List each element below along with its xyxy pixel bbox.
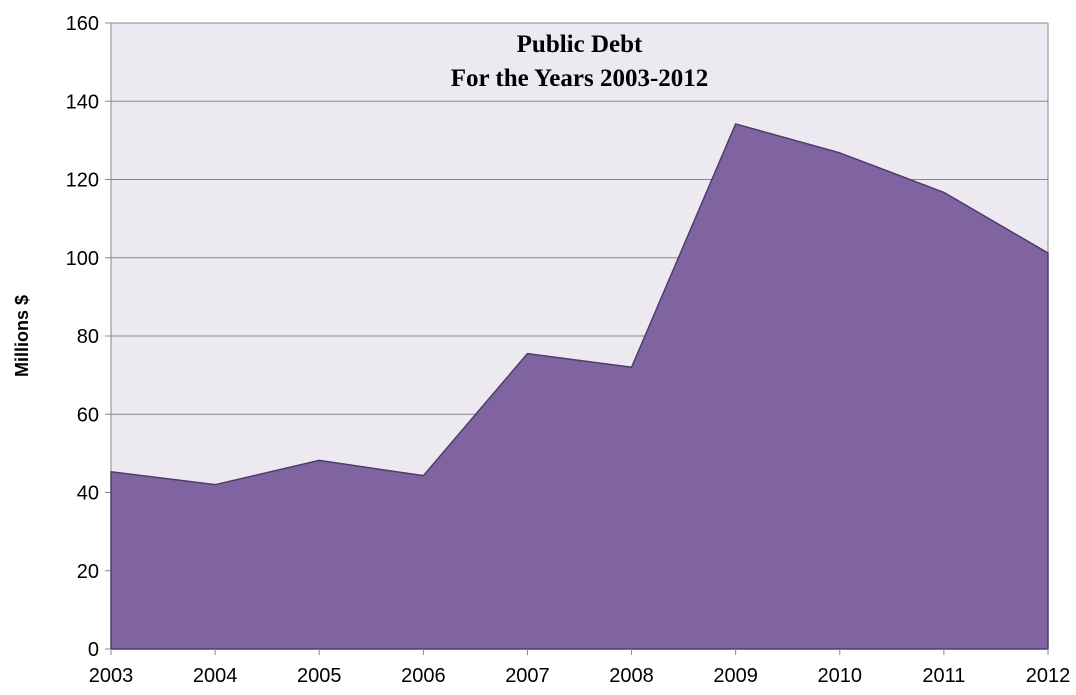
y-tick-label: 160 — [66, 13, 99, 35]
x-tick-label: 2007 — [505, 665, 550, 687]
y-axis-title: Millions $ — [12, 295, 32, 377]
x-tick-label: 2004 — [193, 665, 238, 687]
y-tick-label: 20 — [77, 561, 99, 583]
y-tick-label: 140 — [66, 91, 99, 113]
y-tick-label: 60 — [77, 404, 99, 426]
chart-title-line-2: For the Years 2003-2012 — [451, 65, 709, 92]
y-tick-label: 80 — [77, 326, 99, 348]
y-axis-ticks: 0 20 40 60 80 100 120 140 160 — [66, 13, 99, 661]
x-tick-label: 2009 — [713, 665, 758, 687]
y-tick-label: 120 — [66, 170, 99, 192]
x-tick-label: 2008 — [609, 665, 654, 687]
series-area — [110, 123, 1049, 650]
x-axis-ticks: 2003 2004 2005 2006 2007 2008 2009 2010 2011 2012 — [89, 649, 1071, 687]
y-tick-label: 40 — [77, 483, 99, 505]
x-tick-label: 2012 — [1026, 665, 1071, 687]
y-tick-label: 0 — [88, 639, 99, 661]
chart-title-line-1: Public Debt — [517, 31, 643, 58]
x-tick-label: 2011 — [922, 665, 965, 687]
x-tick-label: 2005 — [297, 665, 342, 687]
x-tick-label: 2010 — [818, 665, 863, 687]
y-tick-label: 100 — [66, 248, 99, 270]
x-tick-label: 2003 — [89, 665, 134, 687]
x-tick-label: 2006 — [401, 665, 446, 687]
